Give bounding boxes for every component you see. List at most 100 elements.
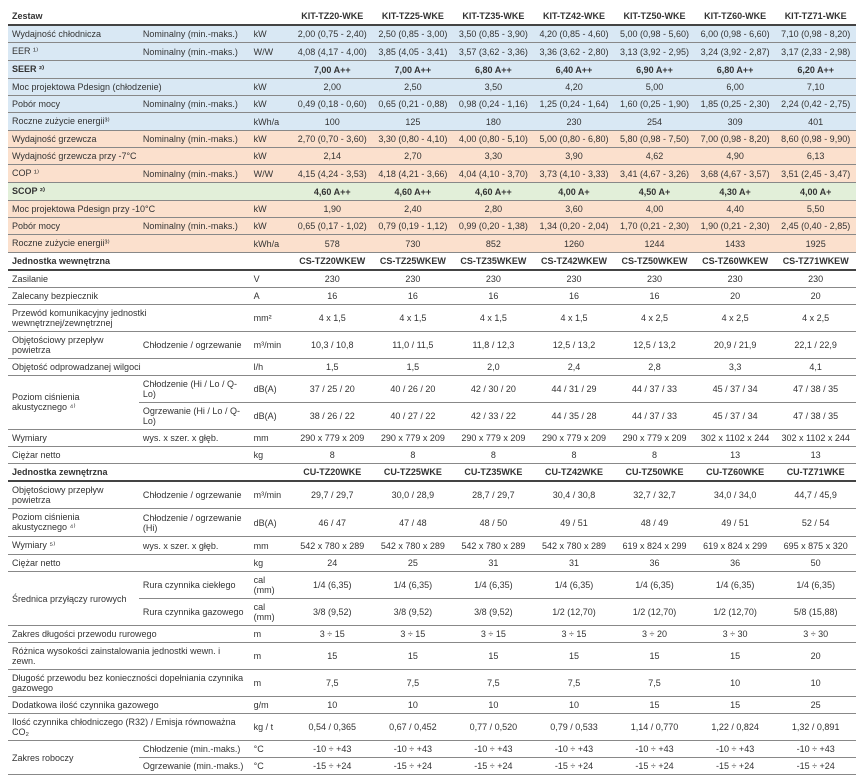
- lbl: EER ¹⁾: [8, 43, 139, 61]
- v: 0,99 (0,20 - 1,38): [453, 218, 534, 235]
- row-eer: EER ¹⁾ Nominalny (min.-maks.) W/W 4,08 (…: [8, 43, 856, 61]
- row-akust-c-in: Poziom ciśnienia akustycznego ⁴⁾ Chłodze…: [8, 376, 856, 403]
- v: 3 ÷ 20: [614, 626, 695, 643]
- v: 1/4 (6,35): [614, 572, 695, 599]
- v: 16: [373, 288, 454, 305]
- v: 6,80 A++: [695, 61, 776, 79]
- v: 31: [534, 555, 615, 572]
- v: 48 / 49: [614, 509, 695, 537]
- v: 730: [373, 235, 454, 253]
- v: 4,18 (4,21 - 3,66): [373, 165, 454, 183]
- row-wyd-grzew-7: Wydajność grzewcza przy -7°C kW 2,14 2,7…: [8, 148, 856, 165]
- v: 3/8 (9,52): [373, 599, 454, 626]
- v: 6,00: [695, 79, 776, 96]
- v: 852: [453, 235, 534, 253]
- v: 10: [373, 697, 454, 714]
- v: 5,80 (0,98 - 7,50): [614, 131, 695, 148]
- v: 15: [292, 643, 373, 670]
- v: 1,90: [292, 201, 373, 218]
- v: 28,7 / 29,7: [453, 481, 534, 509]
- spec-table: Zestaw KIT-TZ20-WKE KIT-TZ25-WKE KIT-TZ3…: [8, 8, 856, 775]
- lbl: Ciężar netto: [8, 555, 250, 572]
- row-bezpiecznik: Zalecany bezpiecznik A 16 16 16 16 16 20…: [8, 288, 856, 305]
- v: 1/4 (6,35): [453, 572, 534, 599]
- v: 0,98 (0,24 - 1,16): [453, 96, 534, 113]
- v: 8: [292, 447, 373, 464]
- v: 1/4 (6,35): [292, 572, 373, 599]
- row-ilosc-czynnika: Ilość czynnika chłodniczego (R32) / Emis…: [8, 714, 856, 741]
- v: 7,00 (0,98 - 8,20): [695, 131, 776, 148]
- v: 10: [453, 697, 534, 714]
- v: 3 ÷ 30: [775, 626, 856, 643]
- v: 10: [775, 670, 856, 697]
- unit: m: [250, 670, 292, 697]
- unit: m: [250, 626, 292, 643]
- model-6: KIT-TZ71-WKE: [775, 8, 856, 25]
- v: 2,00 (0,75 - 2,40): [292, 25, 373, 43]
- v: 2,00: [292, 79, 373, 96]
- v: 619 x 824 x 299: [695, 537, 776, 555]
- unit: kW: [250, 148, 292, 165]
- v: 302 x 1102 x 244: [695, 430, 776, 447]
- lbl: Przewód komunikacyjny jednostki wewnętrz…: [8, 305, 250, 332]
- v: 22,1 / 22,9: [775, 332, 856, 359]
- v: 45 / 37 / 34: [695, 376, 776, 403]
- row-cop: COP ¹⁾ Nominalny (min.-maks.) W/W 4,15 (…: [8, 165, 856, 183]
- v: 15: [614, 643, 695, 670]
- row-zakres-dl: Zakres długości przewodu rurowego m 3 ÷ …: [8, 626, 856, 643]
- v: 1/4 (6,35): [695, 572, 776, 599]
- v: 230: [292, 270, 373, 288]
- v: 6,90 A++: [614, 61, 695, 79]
- v: -15 ÷ +24: [775, 758, 856, 775]
- unit: kW: [250, 218, 292, 235]
- unit: kW: [250, 201, 292, 218]
- v: 1/2 (12,70): [534, 599, 615, 626]
- v: 3 ÷ 15: [373, 626, 454, 643]
- row-zasilanie: Zasilanie V 230 230 230 230 230 230 230: [8, 270, 856, 288]
- model-0: KIT-TZ20-WKE: [292, 8, 373, 25]
- v: 15: [534, 643, 615, 670]
- unit: kW: [250, 131, 292, 148]
- v: 40 / 27 / 22: [373, 403, 454, 430]
- v: 46 / 47: [292, 509, 373, 537]
- row-roznica-wys: Różnica wysokości zainstalowania jednost…: [8, 643, 856, 670]
- v: 15: [614, 697, 695, 714]
- v: CU-TZ42WKE: [534, 464, 615, 482]
- v: 7,5: [292, 670, 373, 697]
- v: 2,50 (0,85 - 3,00): [373, 25, 454, 43]
- v: 542 x 780 x 289: [534, 537, 615, 555]
- v: CU-TZ71WKE: [775, 464, 856, 482]
- v: 7,00 A++: [292, 61, 373, 79]
- zestaw-header: Zestaw: [8, 8, 292, 25]
- v: 4,20 (0,85 - 4,60): [534, 25, 615, 43]
- v: 4,1: [775, 359, 856, 376]
- lbl: Objętościowy przepływ powietrza: [8, 332, 139, 359]
- unit: dB(A): [250, 376, 292, 403]
- v: CS-TZ50WKEW: [614, 253, 695, 271]
- v: 3,60: [534, 201, 615, 218]
- v: 44 / 37 / 33: [614, 403, 695, 430]
- unit: g/m: [250, 697, 292, 714]
- v: 13: [775, 447, 856, 464]
- v: 230: [453, 270, 534, 288]
- lbl: Wydajność grzewcza: [8, 131, 139, 148]
- v: 3,73 (4,10 - 3,33): [534, 165, 615, 183]
- row-roczne-h: Roczne zużycie energii³⁾ kWh/a 578 730 8…: [8, 235, 856, 253]
- v: 1/4 (6,35): [775, 572, 856, 599]
- v: 10,3 / 10,8: [292, 332, 373, 359]
- lbl: Jednostka wewnętrzna: [8, 253, 292, 271]
- lbl: Wydajność grzewcza przy -7°C: [8, 148, 250, 165]
- v: 1,60 (0,25 - 1,90): [614, 96, 695, 113]
- v: 8: [614, 447, 695, 464]
- row-przewod: Przewód komunikacyjny jednostki wewnętrz…: [8, 305, 856, 332]
- unit: dB(A): [250, 509, 292, 537]
- v: 3,50: [453, 79, 534, 96]
- v: CS-TZ71WKEW: [775, 253, 856, 271]
- lbl: Poziom ciśnienia akustycznego ⁴⁾: [8, 509, 139, 537]
- v: 1/4 (6,35): [373, 572, 454, 599]
- v: 4,60 A++: [292, 183, 373, 201]
- v: 49 / 51: [534, 509, 615, 537]
- v: 4,04 (4,10 - 3,70): [453, 165, 534, 183]
- row-ciezar-out: Ciężar netto kg 24 25 31 31 36 36 50: [8, 555, 856, 572]
- v: 20: [775, 288, 856, 305]
